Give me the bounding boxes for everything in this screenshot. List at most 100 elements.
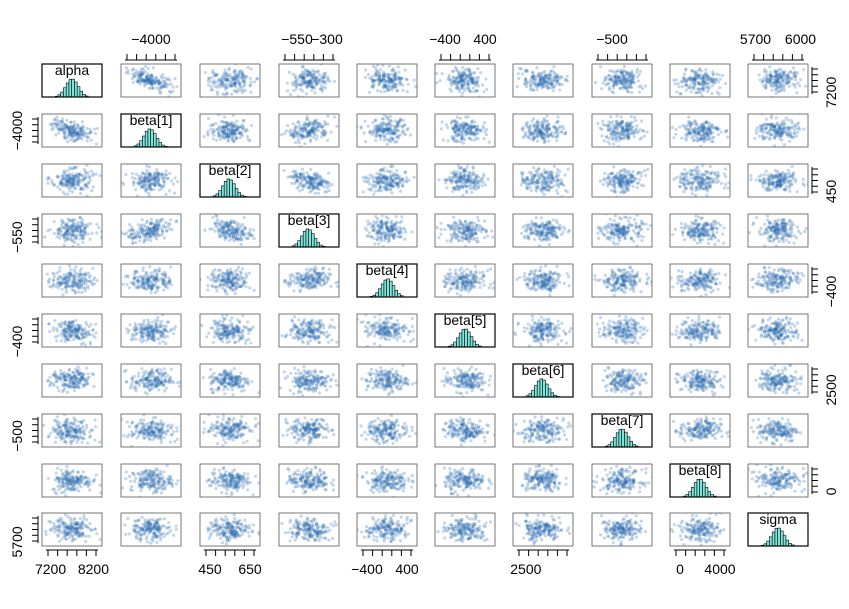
scatter-point [134,74,138,78]
scatter-point [542,132,547,137]
scatter-point [566,167,570,171]
scatter-point [701,75,705,80]
scatter-point [612,179,616,183]
scatter-point [55,121,59,125]
scatter-point [379,79,384,83]
scatter-point [391,132,395,136]
scatter-point [700,87,704,91]
scatter-point [308,82,312,86]
scatter-point [783,122,787,126]
scatter-point [375,69,379,73]
scatter-point [697,74,701,79]
scatter-point [779,128,783,133]
scatter-point [523,134,527,138]
scatter-point [381,73,385,77]
scatter-point [770,84,775,88]
scatter-point [148,80,152,84]
panel-frame [669,113,731,148]
scatter-point [226,125,230,129]
scatter-point [539,82,544,87]
scatter-point [65,174,70,178]
scatter-point [782,126,786,131]
scatter-point [614,73,619,77]
scatter-point [373,78,377,83]
scatter-point [162,182,166,186]
scatter-point [223,93,227,97]
scatter-point [138,73,142,77]
scatter-point [776,77,781,81]
scatter-point [556,74,560,78]
scatter-point [211,71,215,75]
scatter-point [529,83,533,87]
scatter-point [783,173,788,177]
scatter-point [305,117,309,122]
scatter-point [85,194,89,197]
scatter-point [237,125,241,129]
scatter-point [71,181,75,185]
scatter-point [622,128,626,133]
scatter-point [450,83,454,87]
scatter-point [48,122,53,127]
scatter-point [379,79,383,83]
scatter-point [802,67,806,72]
scatter-point [775,80,779,84]
scatter-point [62,130,66,135]
scatter-point [67,174,71,178]
scatter-point [58,127,62,131]
scatter-point [390,131,394,135]
scatter-point [50,124,54,128]
scatter-point [223,68,227,72]
scatter-point [81,178,85,183]
scatter-point [371,79,375,83]
scatter-point [616,128,620,132]
scatter-point [543,74,547,78]
scatter-point [76,133,80,137]
scatter-point [555,139,559,143]
scatter-point [77,135,82,139]
scatter-point [233,81,237,85]
scatter-point [225,134,229,138]
scatter-point [617,138,622,142]
scatter-point [56,118,60,123]
scatter-point [57,127,61,131]
scatter-point [615,81,620,85]
scatter-point [72,139,76,144]
scatter-point [145,78,150,82]
scatter-point [554,78,558,82]
scatter-point [609,77,614,81]
scatter-point [620,119,624,124]
scatter-point [705,126,709,130]
scatter-point [787,126,791,130]
scatter-point [83,131,87,135]
scatter-point [781,129,785,133]
scatter-point [286,123,290,128]
scatter-point [474,76,478,80]
scatter-point [454,129,459,133]
scatter-point [614,126,619,130]
scatter-point [221,74,225,78]
scatter-point [534,169,538,173]
scatter-point [379,78,384,82]
scatter-point [233,77,237,81]
scatter-point [703,81,707,85]
scatter-point [553,72,557,76]
scatter-point [226,127,230,132]
scatter-point [521,72,525,76]
scatter-point [689,86,694,90]
scatter-point [696,165,700,169]
scatter-point [62,123,66,128]
scatter-point [632,135,636,139]
scatter-point [462,136,466,140]
scatter-point [710,84,715,88]
scatter-point [140,73,144,77]
scatter-point [620,136,624,140]
scatter-point [706,130,710,134]
scatter-point [776,80,781,84]
scatter-point [702,126,706,130]
scatter-point [79,207,82,210]
scatter-point [618,78,622,82]
scatter-point [762,69,767,73]
scatter-point [553,75,557,79]
scatter-point [300,70,305,74]
scatter-point [316,182,321,186]
